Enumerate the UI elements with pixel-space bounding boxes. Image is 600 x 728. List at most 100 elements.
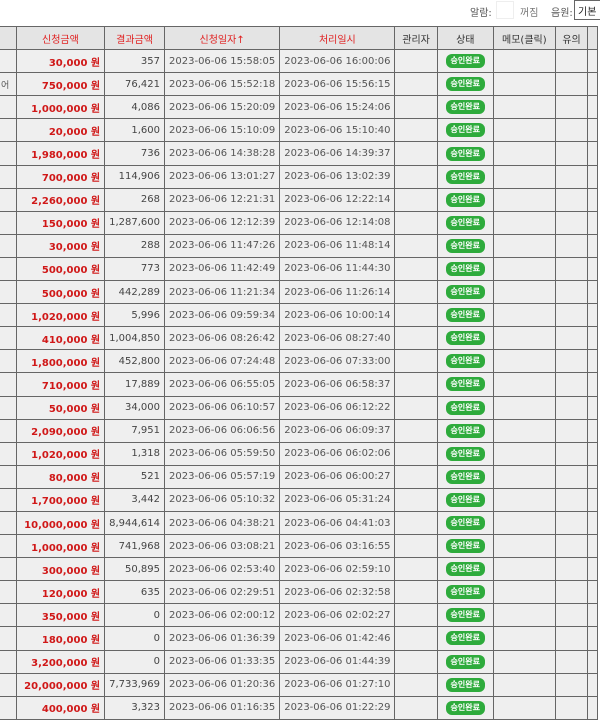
memo-cell[interactable]: [492, 256, 556, 282]
request-amount: 1,800,000 원: [15, 349, 106, 374]
memo-cell[interactable]: [492, 303, 556, 328]
processed-date: 2023-06-06 04:41:03: [279, 510, 396, 536]
sound-label: 음원:: [551, 8, 573, 19]
memo-cell[interactable]: [492, 349, 556, 374]
result-amount: 1,004,850: [104, 326, 166, 351]
memo-cell[interactable]: [492, 187, 556, 212]
memo-cell[interactable]: [492, 164, 556, 189]
result-amount: 76,421: [104, 72, 166, 97]
memo-cell[interactable]: [492, 603, 556, 628]
row-user: [0, 672, 17, 697]
memo-cell[interactable]: [492, 72, 556, 97]
note-cell: [554, 418, 589, 443]
result-amount: 442,289: [104, 280, 166, 305]
status-badge: 승인완료: [445, 446, 485, 461]
header-note: 유의: [554, 25, 589, 51]
admin-cell: [394, 580, 438, 605]
row-user: [0, 118, 17, 143]
amount-value: 30,000: [48, 57, 88, 69]
table-row: 30,000 원 357 2023-06-06 15:58:05 2023-06-06…: [0, 49, 598, 74]
memo-cell[interactable]: [492, 280, 556, 305]
header-amount[interactable]: 신청금액: [15, 25, 106, 51]
applied-date: 2023-06-06 03:08:21: [164, 534, 281, 559]
memo-cell[interactable]: [492, 372, 556, 397]
row-user: [0, 441, 17, 466]
admin-cell: [394, 695, 438, 720]
applied-date: 2023-06-06 07:24:48: [164, 349, 281, 374]
status-badge: 승인완료: [445, 354, 485, 369]
memo-cell[interactable]: [492, 534, 556, 559]
memo-cell[interactable]: [492, 626, 556, 651]
status-badge: 승인완료: [445, 331, 485, 346]
table-row: 1,700,000 원 3,442 2023-06-06 05:10:32 2023-…: [0, 487, 598, 512]
memo-cell[interactable]: [492, 210, 556, 235]
memo-cell[interactable]: [492, 441, 556, 466]
header-result[interactable]: 결과금액: [104, 25, 166, 51]
admin-cell: [394, 233, 438, 258]
currency-unit: 원: [90, 173, 101, 185]
processed-date: 2023-06-06 02:32:58: [279, 580, 396, 605]
admin-cell: [394, 672, 438, 697]
table-row: 2,260,000 원 268 2023-06-06 12:21:31 2023-06…: [0, 187, 598, 212]
amount-value: 80,000: [48, 473, 88, 485]
result-amount: 452,800: [104, 349, 166, 374]
row-user: [0, 510, 17, 536]
request-amount: 30,000 원: [15, 233, 106, 258]
status-cell: 승인완료: [436, 256, 494, 282]
header-applied-date[interactable]: 신청일자↑: [164, 25, 281, 51]
memo-cell[interactable]: [492, 118, 556, 143]
table-row: 710,000 원 17,889 2023-06-06 06:55:05 2023-0…: [0, 372, 598, 397]
result-amount: 3,442: [104, 487, 166, 512]
status-cell: 승인완료: [436, 580, 494, 605]
applied-date: 2023-06-06 13:01:27: [164, 164, 281, 189]
extra-cell: [587, 118, 598, 143]
memo-cell[interactable]: [492, 580, 556, 605]
alarm-toggle[interactable]: [496, 1, 514, 19]
memo-cell[interactable]: [492, 141, 556, 166]
amount-value: 1,000,000: [31, 103, 88, 115]
processed-date: 2023-06-06 15:10:40: [279, 118, 396, 143]
memo-cell[interactable]: [492, 233, 556, 258]
memo-cell[interactable]: [492, 464, 556, 489]
admin-cell: [394, 418, 438, 443]
note-cell: [554, 326, 589, 351]
memo-cell[interactable]: [492, 649, 556, 674]
memo-cell[interactable]: [492, 95, 556, 120]
status-cell: 승인완료: [436, 441, 494, 466]
table-row: 300,000 원 50,895 2023-06-06 02:53:40 2023-0…: [0, 557, 598, 582]
memo-cell[interactable]: [492, 395, 556, 420]
processed-date: 2023-06-06 12:14:08: [279, 210, 396, 235]
memo-cell[interactable]: [492, 672, 556, 697]
memo-cell[interactable]: [492, 695, 556, 720]
sound-select[interactable]: 기본: [574, 0, 600, 20]
header-processed-date[interactable]: 처리일시: [279, 25, 396, 51]
extra-cell: [587, 464, 598, 489]
processed-date: 2023-06-06 07:33:00: [279, 349, 396, 374]
table-row: 500,000 원 773 2023-06-06 11:42:49 2023-06-0…: [0, 256, 598, 282]
note-cell: [554, 695, 589, 720]
request-amount: 1,980,000 원: [15, 141, 106, 166]
alarm-off-button[interactable]: 꺼짐: [520, 8, 539, 19]
currency-unit: 원: [90, 588, 101, 600]
processed-date: 2023-06-06 10:00:14: [279, 303, 396, 328]
status-cell: 승인완료: [436, 141, 494, 166]
applied-date: 2023-06-06 02:00:12: [164, 603, 281, 628]
memo-cell[interactable]: [492, 326, 556, 351]
extra-cell: [587, 672, 598, 697]
memo-cell[interactable]: [492, 557, 556, 582]
note-cell: [554, 164, 589, 189]
memo-cell[interactable]: [492, 49, 556, 74]
admin-cell: [394, 187, 438, 212]
note-cell: [554, 256, 589, 282]
row-user: [0, 695, 17, 720]
admin-cell: [394, 349, 438, 374]
applied-date: 2023-06-06 14:38:28: [164, 141, 281, 166]
admin-cell: [394, 95, 438, 120]
status-cell: 승인완료: [436, 672, 494, 697]
memo-cell[interactable]: [492, 487, 556, 512]
memo-cell[interactable]: [492, 418, 556, 443]
request-amount: 710,000 원: [15, 372, 106, 397]
memo-cell[interactable]: [492, 510, 556, 536]
row-user: [0, 580, 17, 605]
currency-unit: 원: [90, 80, 101, 92]
